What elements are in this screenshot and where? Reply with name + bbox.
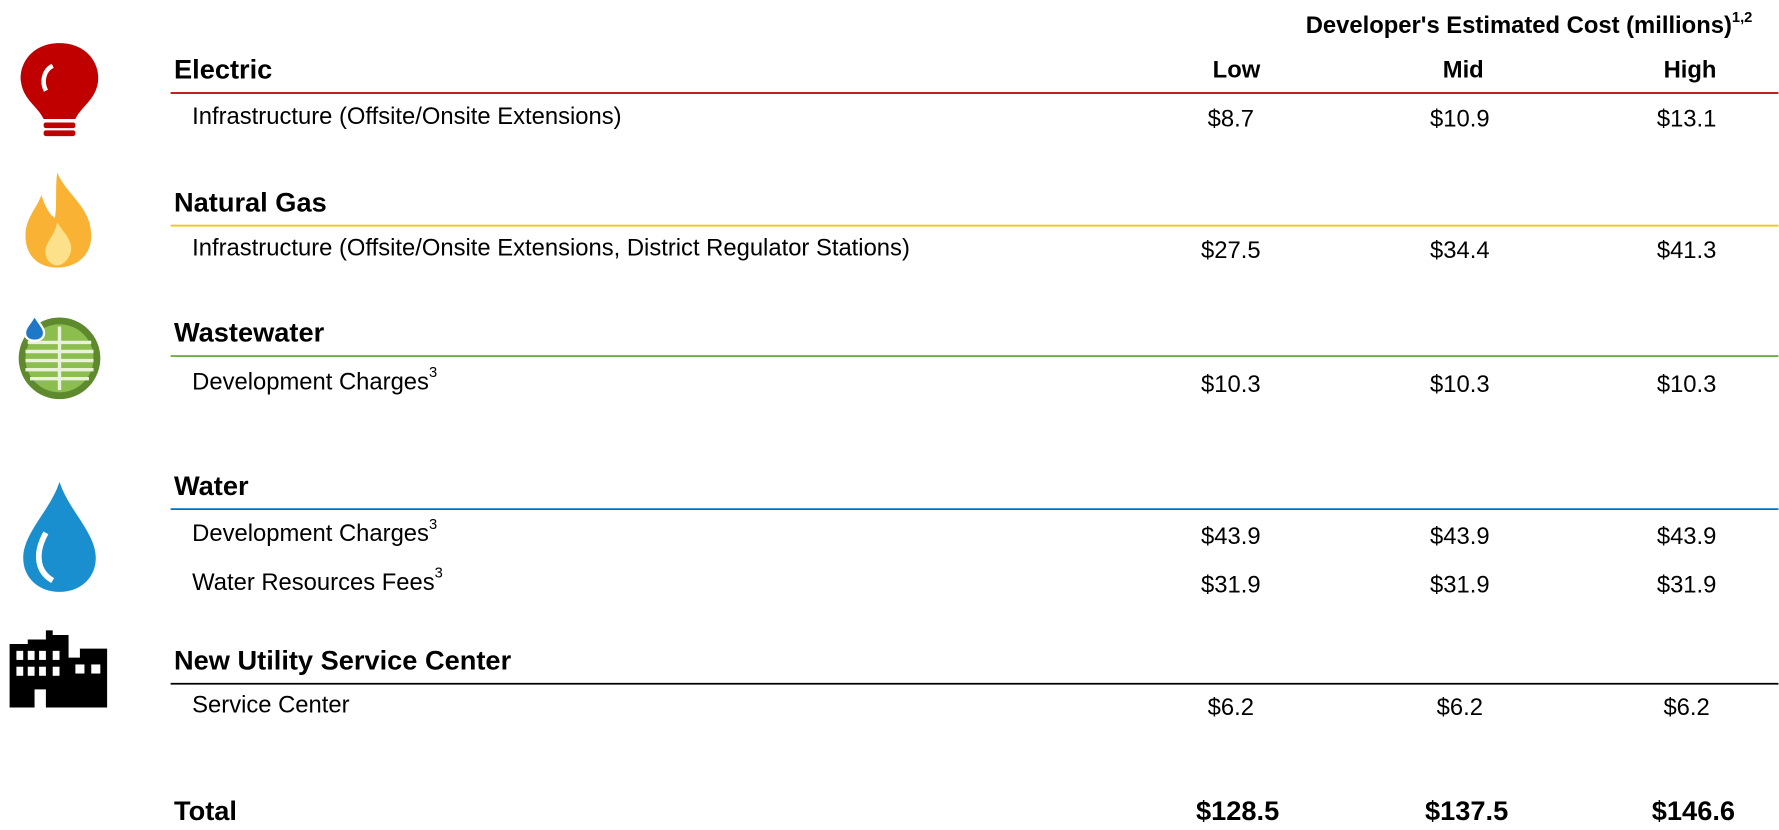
row-label: Development Charges3 — [192, 517, 437, 548]
header-title: Developer's Estimated Cost (millions)1,2 — [1306, 10, 1753, 39]
electric-icon — [20, 43, 99, 137]
row-note: 3 — [435, 566, 443, 582]
row-note: 3 — [429, 365, 437, 381]
section-title: Electric — [174, 54, 272, 85]
cost-value: $10.3 — [1657, 371, 1717, 398]
total-value: $137.5 — [1425, 795, 1508, 826]
cost-value: $41.3 — [1657, 237, 1717, 264]
cost-value: $6.2 — [1437, 694, 1483, 721]
cost-value: $6.2 — [1208, 694, 1254, 721]
row-label-text: Infrastructure (Offsite/Onsite Extension… — [192, 235, 910, 262]
row-label-text: Development Charges — [192, 369, 429, 396]
column-header: Low — [1213, 57, 1261, 84]
cost-value: $43.9 — [1430, 523, 1490, 550]
row-label: Development Charges3 — [192, 365, 437, 396]
cost-value: $43.9 — [1657, 523, 1717, 550]
row-note: 3 — [429, 517, 437, 533]
water-icon — [23, 481, 96, 592]
row-label: Water Resources Fees3 — [192, 566, 443, 597]
row-label: Infrastructure (Offsite/Onsite Extension… — [192, 103, 621, 130]
cost-value: $10.3 — [1430, 371, 1490, 398]
cost-value: $27.5 — [1201, 237, 1261, 264]
row-label-text: Infrastructure (Offsite/Onsite Extension… — [192, 103, 621, 130]
cost-value: $10.9 — [1430, 105, 1490, 132]
row-label: Infrastructure (Offsite/Onsite Extension… — [192, 235, 910, 262]
cost-value: $31.9 — [1201, 572, 1261, 599]
cost-value: $8.7 — [1208, 105, 1254, 132]
column-header: High — [1664, 57, 1717, 84]
cost-value: $43.9 — [1201, 523, 1261, 550]
row-label-text: Service Center — [192, 692, 349, 719]
column-header: Mid — [1443, 57, 1484, 84]
cost-value: $31.9 — [1657, 572, 1717, 599]
total-label: Total — [174, 795, 237, 826]
section-title: Water — [174, 470, 249, 501]
title-note: 1,2 — [1732, 10, 1752, 26]
total-value: $128.5 — [1196, 795, 1279, 826]
wastewater-icon — [18, 312, 101, 400]
cost-value: $34.4 — [1430, 237, 1490, 264]
section-title: Wastewater — [174, 317, 325, 348]
total-value: $146.6 — [1652, 795, 1735, 826]
service-center-icon — [9, 630, 108, 708]
section-title: Natural Gas — [174, 186, 327, 217]
title-text: Developer's Estimated Cost (millions) — [1306, 13, 1732, 40]
cost-value: $31.9 — [1430, 572, 1490, 599]
row-label-text: Water Resources Fees — [192, 569, 435, 596]
section-title: New Utility Service Center — [174, 644, 512, 675]
row-label-text: Development Charges — [192, 520, 429, 547]
cost-value: $6.2 — [1663, 694, 1709, 721]
cost-value: $10.3 — [1201, 371, 1261, 398]
cost-value: $13.1 — [1657, 105, 1717, 132]
gas-icon — [25, 172, 92, 268]
row-label: Service Center — [192, 692, 349, 719]
